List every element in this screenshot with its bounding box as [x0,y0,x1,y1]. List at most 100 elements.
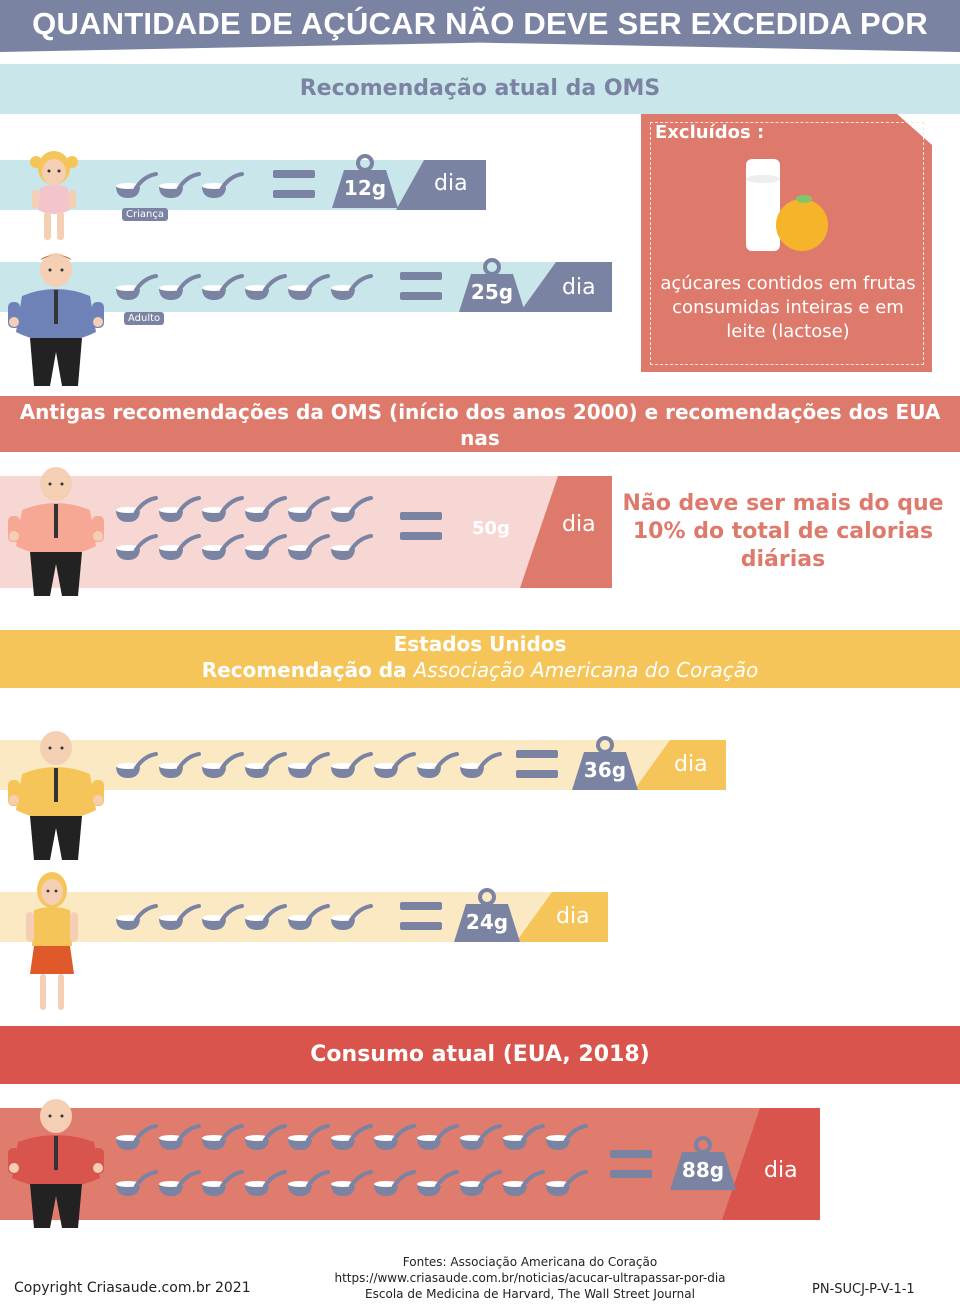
spoon-icon [114,534,158,562]
weight-icon: 25g [457,258,527,314]
spoon-icon [286,752,330,780]
us-man-weight: 36g [583,758,627,782]
excluded-title: Excluídos : [655,122,765,143]
spoon-icon [329,274,373,302]
spoon-icon [200,1124,244,1152]
spoon-icon [200,904,244,932]
spoon-icon [200,172,244,200]
spoon-icon [329,752,373,780]
sources-url[interactable]: https://www.criasaude.com.br/noticias/ac… [334,1271,726,1285]
page-title: QUANTIDADE DE AÇÚCAR NÃO DEVE SER EXCEDI… [32,6,928,77]
man-figure [8,467,104,596]
child-figure [30,151,78,240]
spoon-icon [114,1170,158,1198]
child-weight: 12g [343,176,387,200]
section4-title: Consumo atual (EUA, 2018) [310,1042,650,1067]
spoon-icon [544,1170,588,1198]
spoon-icon [372,1170,416,1198]
spoon-icon [157,1170,201,1198]
spoon-icon [114,496,158,524]
child-label-badge: Criança [122,208,168,221]
spoon-icon [243,904,287,932]
spoon-icon [286,496,330,524]
us-man-dia-label: dia [674,752,708,777]
spoon-icon [286,534,330,562]
adult-label: Adulto [128,313,161,324]
section2-title-italic: Diretrizes Dietéticas para Americanos [173,452,602,476]
spoon-icon [329,1124,373,1152]
spoon-icon [458,1170,502,1198]
section4-header [0,1026,960,1084]
equals-icon [400,272,442,312]
spoon-icon [243,496,287,524]
man-figure [8,253,104,386]
spoon-icon [243,752,287,780]
section2-header [0,396,960,452]
weight-icon: 36g [570,736,640,792]
spoon-icon [415,752,459,780]
us-woman-weight: 24g [465,910,509,934]
spoon-icon [243,274,287,302]
section2-weight: 50g [472,518,510,539]
spoon-icon [157,172,201,200]
sources: Fontes: Associação Americana do Coração … [270,1254,790,1302]
spoon-icon [243,1170,287,1198]
sources-line3: Escola de Medicina de Harvard, The Wall … [365,1287,695,1301]
us-woman-dia-label: dia [556,904,590,929]
adult-dia-label: dia [562,275,596,300]
equals-icon [273,170,315,210]
section3-title-line1: Estados Unidos [393,632,567,656]
spoon-icon [114,172,158,200]
excluded-text: açúcares contidos em frutas consumidas i… [660,273,916,342]
spoon-icon [415,1170,459,1198]
section1-title: Recomendação atual da OMS [299,76,661,101]
section3-title-italic: Associação Americana do Coração [413,658,759,682]
adult-weight: 25g [470,280,514,304]
equals-icon [400,902,442,942]
spoon-icon [501,1124,545,1152]
section2-title-rest: para 2020-2025 [601,452,787,476]
section2-note: Não deve ser mais do que 10% do total de… [622,491,944,572]
section2-dia-label: dia [562,512,596,537]
equals-icon [400,512,442,552]
spoon-icon [114,1124,158,1152]
spoon-icon [200,752,244,780]
spoon-icon [501,1170,545,1198]
spoon-icon [329,904,373,932]
spoon-icon [329,1170,373,1198]
copyright: Copyright Criasaude.com.br 2021 [14,1280,251,1296]
spoon-icon [243,534,287,562]
child-dia-label: dia [434,171,468,196]
weight-icon: 24g [452,888,522,944]
spoon-icon [114,904,158,932]
adult-label-badge: Adulto [124,312,165,325]
spoon-icon [157,534,201,562]
spoon-icon [200,1170,244,1198]
spoon-icon [286,904,330,932]
section2-title-line1: Antigas recomendações da OMS (início dos… [19,400,941,450]
spoon-icon [200,274,244,302]
spoon-icon [157,752,201,780]
spoon-icon [243,1124,287,1152]
woman-figure [26,872,78,1010]
spoon-icon [544,1124,588,1152]
spoon-icon [200,496,244,524]
spoon-icon [114,752,158,780]
spoon-icon [458,752,502,780]
weight-icon: 88g [668,1136,738,1192]
milk-and-orange-icon [746,159,828,251]
spoon-icon [157,904,201,932]
section1-header [0,64,960,114]
spoon-icon [415,1124,459,1152]
section3-title-prefix: Recomendação da [201,658,414,682]
section2-title: Antigas recomendações da OMS (início dos… [0,399,960,477]
weight-icon: 12g [330,154,400,210]
man-figure [8,731,104,860]
section3-title: Estados Unidos Recomendação da Associaçã… [0,631,960,683]
spoon-icon [372,1124,416,1152]
spoon-icon [329,534,373,562]
spoon-icon [114,274,158,302]
spoon-icon [157,1124,201,1152]
section4-weight: 88g [681,1158,725,1182]
spoon-icon [458,1124,502,1152]
